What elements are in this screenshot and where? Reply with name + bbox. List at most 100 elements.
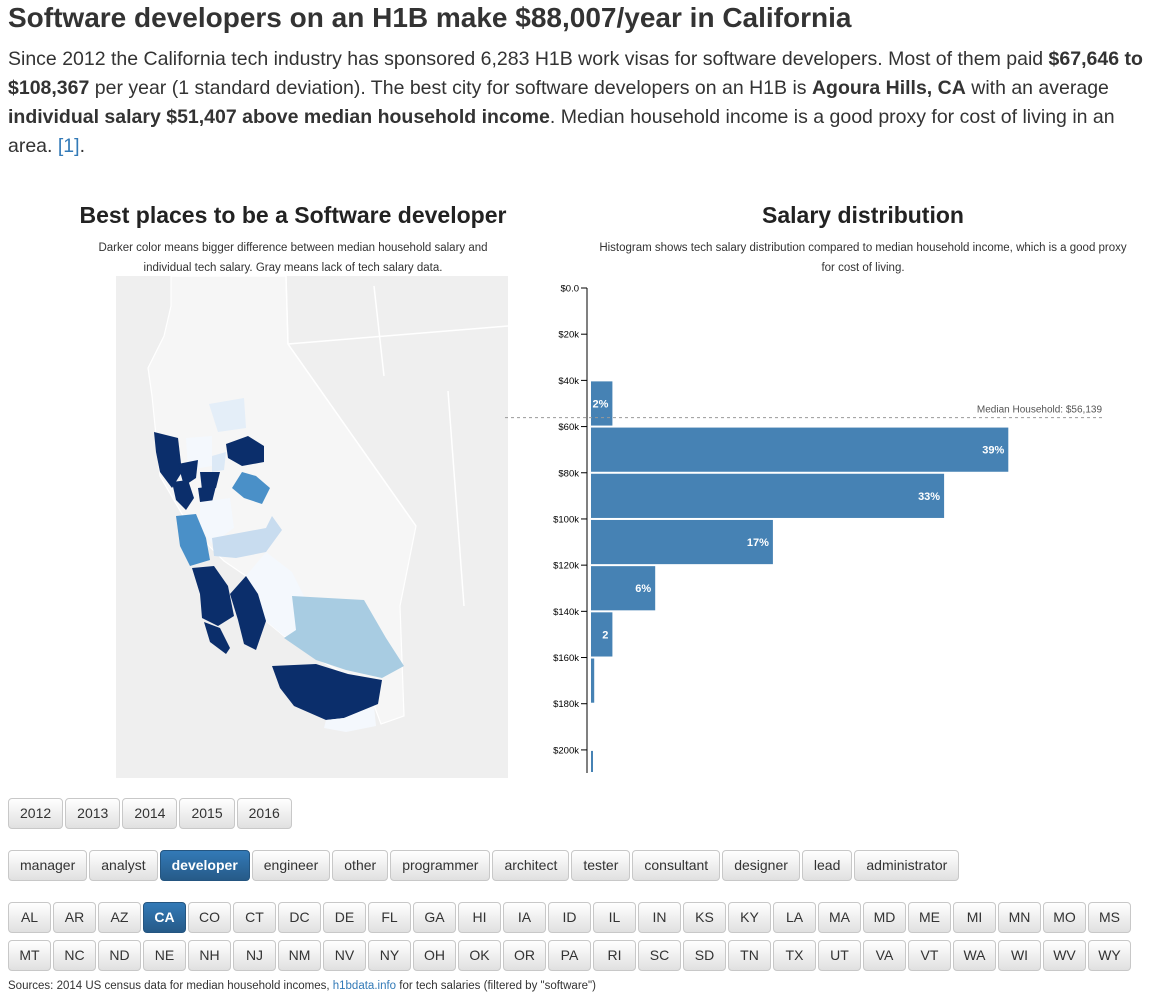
state-button-nc[interactable]: NC xyxy=(53,940,96,971)
map-county[interactable] xyxy=(204,622,230,654)
state-button-dc[interactable]: DC xyxy=(278,902,321,933)
histogram-bar[interactable] xyxy=(591,566,656,611)
intro-text-2: per year (1 standard deviation). The bes… xyxy=(89,77,812,99)
state-button-sd[interactable]: SD xyxy=(683,940,726,971)
state-button-tn[interactable]: TN xyxy=(728,940,771,971)
state-button-fl[interactable]: FL xyxy=(368,902,411,933)
map-county[interactable] xyxy=(200,472,220,490)
state-button-az[interactable]: AZ xyxy=(98,902,141,933)
state-button-ms[interactable]: MS xyxy=(1088,902,1131,933)
state-button-wy[interactable]: WY xyxy=(1088,940,1131,971)
state-button-vt[interactable]: VT xyxy=(908,940,951,971)
state-button-ut[interactable]: UT xyxy=(818,940,861,971)
h1bdata-link[interactable]: h1bdata.info xyxy=(332,980,397,992)
role-button-designer[interactable]: designer xyxy=(722,850,800,881)
map-county[interactable] xyxy=(154,432,182,488)
state-button-hi[interactable]: HI xyxy=(458,902,501,933)
state-button-ok[interactable]: OK xyxy=(458,940,501,971)
state-button-id[interactable]: ID xyxy=(548,902,591,933)
state-button-ga[interactable]: GA xyxy=(413,902,456,933)
year-button-2013[interactable]: 2013 xyxy=(65,798,121,829)
histogram-bar[interactable] xyxy=(591,473,945,518)
state-button-ne[interactable]: NE xyxy=(143,940,186,971)
state-button-ma[interactable]: MA xyxy=(818,902,861,933)
state-button-de[interactable]: DE xyxy=(323,902,366,933)
histogram-bar[interactable] xyxy=(591,381,613,426)
map-county[interactable] xyxy=(172,480,194,510)
state-button-ar[interactable]: AR xyxy=(53,902,96,933)
map-county[interactable] xyxy=(198,486,216,502)
state-button-ca[interactable]: CA xyxy=(143,902,186,933)
map-county[interactable] xyxy=(176,514,210,566)
state-button-ia[interactable]: IA xyxy=(503,902,546,933)
state-button-ks[interactable]: KS xyxy=(683,902,726,933)
state-button-nh[interactable]: NH xyxy=(188,940,231,971)
state-button-ct[interactable]: CT xyxy=(233,902,276,933)
reference-link[interactable]: [1] xyxy=(57,135,80,157)
map-county[interactable] xyxy=(200,498,234,544)
state-button-va[interactable]: VA xyxy=(863,940,906,971)
state-button-mt[interactable]: MT xyxy=(8,940,51,971)
map-county[interactable] xyxy=(178,460,198,486)
role-button-developer[interactable]: developer xyxy=(159,850,250,881)
state-button-tx[interactable]: TX xyxy=(773,940,816,971)
map-county[interactable] xyxy=(272,664,382,720)
map-county[interactable] xyxy=(212,516,282,558)
map-county[interactable] xyxy=(246,552,304,636)
state-button-al[interactable]: AL xyxy=(8,902,51,933)
year-button-2012[interactable]: 2012 xyxy=(8,798,64,829)
histogram-bar[interactable] xyxy=(591,612,613,657)
map-county[interactable] xyxy=(324,706,376,732)
state-button-il[interactable]: IL xyxy=(593,902,636,933)
state-button-nd[interactable]: ND xyxy=(98,940,141,971)
salary-difference: individual salary $51,407 above median h… xyxy=(8,106,550,128)
state-button-oh[interactable]: OH xyxy=(413,940,456,971)
histogram-bars xyxy=(591,381,1009,772)
role-button-lead[interactable]: lead xyxy=(801,850,853,881)
role-button-other[interactable]: other xyxy=(332,850,389,881)
histogram-bar[interactable] xyxy=(591,519,773,565)
map-county[interactable] xyxy=(209,398,246,432)
histogram-bar[interactable] xyxy=(591,658,595,703)
state-button-me[interactable]: ME xyxy=(908,902,951,933)
state-button-mi[interactable]: MI xyxy=(953,902,996,933)
state-button-wa[interactable]: WA xyxy=(953,940,996,971)
state-button-nv[interactable]: NV xyxy=(323,940,366,971)
histogram-bar[interactable] xyxy=(591,750,593,772)
map-county[interactable] xyxy=(192,566,234,626)
state-button-ri[interactable]: RI xyxy=(593,940,636,971)
role-button-administrator[interactable]: administrator xyxy=(854,850,960,881)
state-button-md[interactable]: MD xyxy=(863,902,906,933)
state-button-ky[interactable]: KY xyxy=(728,902,771,933)
state-button-sc[interactable]: SC xyxy=(638,940,681,971)
map-county[interactable] xyxy=(226,436,264,466)
state-button-or[interactable]: OR xyxy=(503,940,546,971)
role-button-analyst[interactable]: analyst xyxy=(89,850,158,881)
map-county[interactable] xyxy=(212,452,226,472)
state-button-nm[interactable]: NM xyxy=(278,940,321,971)
state-button-pa[interactable]: PA xyxy=(548,940,591,971)
role-button-engineer[interactable]: engineer xyxy=(251,850,331,881)
map-county[interactable] xyxy=(230,576,266,650)
state-button-ny[interactable]: NY xyxy=(368,940,411,971)
year-button-2016[interactable]: 2016 xyxy=(236,798,292,829)
role-button-architect[interactable]: architect xyxy=(492,850,570,881)
histogram-bar[interactable] xyxy=(591,427,1009,472)
year-button-2014[interactable]: 2014 xyxy=(122,798,178,829)
role-button-tester[interactable]: tester xyxy=(571,850,631,881)
role-button-programmer[interactable]: programmer xyxy=(390,850,491,881)
map-county[interactable] xyxy=(284,596,404,678)
state-button-wi[interactable]: WI xyxy=(998,940,1041,971)
map-county[interactable] xyxy=(232,472,270,504)
role-button-consultant[interactable]: consultant xyxy=(632,850,721,881)
state-button-nj[interactable]: NJ xyxy=(233,940,276,971)
year-button-2015[interactable]: 2015 xyxy=(179,798,235,829)
role-button-manager[interactable]: manager xyxy=(8,850,88,881)
state-button-la[interactable]: LA xyxy=(773,902,816,933)
state-button-mo[interactable]: MO xyxy=(1043,902,1086,933)
best-city: Agoura Hills, CA xyxy=(811,77,966,99)
state-button-co[interactable]: CO xyxy=(188,902,231,933)
state-button-mn[interactable]: MN xyxy=(998,902,1041,933)
state-button-in[interactable]: IN xyxy=(638,902,681,933)
state-button-wv[interactable]: WV xyxy=(1043,940,1086,971)
